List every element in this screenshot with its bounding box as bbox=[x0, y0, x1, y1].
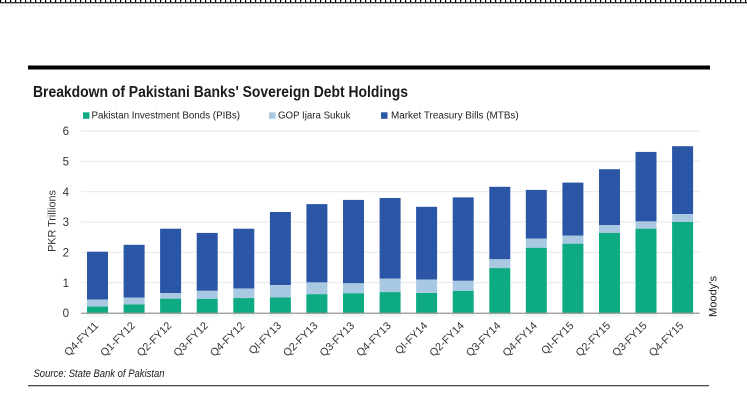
svg-text:Moody's: Moody's bbox=[708, 275, 720, 317]
svg-text:Source: State Bank of Pakistan: Source: State Bank of Pakistan bbox=[34, 368, 165, 380]
svg-text:Breakdown of Pakistani Banks': Breakdown of Pakistani Banks' Sovereign … bbox=[33, 84, 408, 101]
svg-text:0: 0 bbox=[63, 308, 69, 320]
svg-text:6: 6 bbox=[63, 126, 69, 138]
svg-text:3: 3 bbox=[63, 217, 69, 229]
svg-text:4: 4 bbox=[63, 187, 70, 199]
svg-text:5: 5 bbox=[63, 157, 69, 169]
svg-text:GOP Ijara Sukuk: GOP Ijara Sukuk bbox=[278, 111, 351, 122]
svg-text:1: 1 bbox=[63, 278, 69, 290]
svg-text:PKR Trillions: PKR Trillions bbox=[46, 190, 58, 252]
svg-text:Pakistan Investment Bonds (PIB: Pakistan Investment Bonds (PIBs) bbox=[92, 111, 241, 122]
svg-text:Market Treasury Bills (MTBs): Market Treasury Bills (MTBs) bbox=[391, 111, 519, 122]
svg-text:2: 2 bbox=[63, 247, 69, 259]
